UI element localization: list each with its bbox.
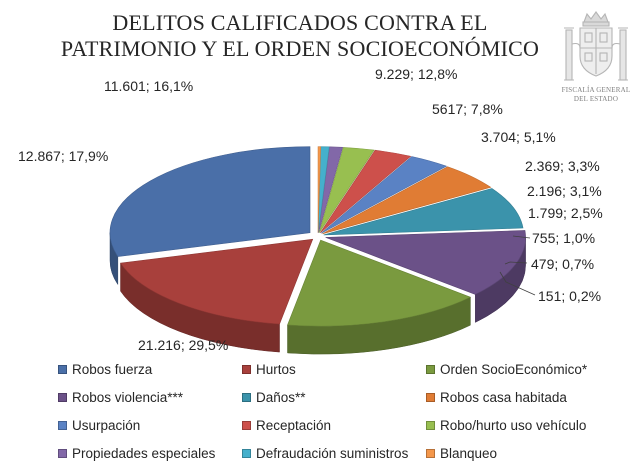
chart-title: DELITOS CALIFICADOS CONTRA EL PATRIMONIO… (40, 10, 560, 62)
data-label: 9.229; 12,8% (375, 66, 458, 82)
pie-chart: 21.216; 29,5% 12.867; 17,9% 11.601; 16,1% 9… (18, 66, 603, 355)
legend-label: Robos violencia*** (72, 390, 184, 405)
pie-slice (319, 149, 412, 234)
emblem-caption-line2: DEL ESTADO (573, 95, 619, 103)
legend-item: Robos casa habitada (426, 390, 567, 405)
emblem-caption-line1: FISCALÍA GENERAL (561, 86, 631, 94)
legend-swatch (242, 393, 251, 402)
chart-legend: Robos fuerza Hurtos Orden SocioEconómico* R… (58, 362, 618, 468)
data-label: 5617; 7,8% (432, 101, 503, 117)
pie-labels: 21.216; 29,5% 12.867; 17,9% 11.601; 16,1% 9… (18, 66, 603, 353)
legend-swatch (242, 421, 251, 430)
label-leader-line (504, 261, 528, 265)
legend-label: Robos fuerza (72, 362, 153, 377)
pie-slice (317, 146, 321, 233)
pie-slice (323, 188, 524, 236)
label-leader-line (499, 271, 536, 296)
data-label: 21.216; 29,5% (138, 337, 228, 353)
data-label: 12.867; 17,9% (18, 148, 108, 164)
label-leader-line (512, 235, 531, 239)
pie-sides (109, 232, 526, 355)
legend-item: Robos fuerza (58, 362, 152, 377)
legend-swatch (58, 365, 67, 374)
chart-title-line1: DELITOS CALIFICADOS CONTRA EL (112, 10, 488, 35)
legend-label: Robos casa habitada (440, 390, 567, 405)
data-label: 479; 0,7% (531, 256, 594, 272)
legend-label: Orden SocioEconómico* (440, 362, 588, 377)
legend-swatch (58, 421, 67, 430)
legend-swatch (58, 393, 67, 402)
legend-item: Robo/hurto uso vehículo (426, 418, 586, 433)
legend-swatch (242, 449, 251, 458)
data-label: 1.799; 2,5% (528, 205, 603, 221)
legend-swatch (426, 365, 435, 374)
data-label: 11.601; 16,1% (104, 78, 193, 94)
legend-item: Usurpación (58, 418, 140, 433)
legend-item: Hurtos (242, 362, 296, 377)
legend-label: Hurtos (256, 362, 296, 377)
pie-slice (318, 146, 344, 233)
legend-item: Robos violencia*** (58, 390, 183, 405)
legend-item: Daños** (242, 390, 306, 405)
pie-slice (287, 239, 472, 327)
data-label: 2.369; 3,3% (525, 158, 600, 174)
legend-item: Defraudación suministros (242, 446, 408, 461)
legend-label: Propiedades especiales (72, 446, 216, 461)
pie-tops (109, 146, 526, 327)
legend-label: Receptación (256, 418, 332, 433)
legend-item: Blanqueo (426, 446, 497, 461)
legend-item: Receptación (242, 418, 331, 433)
legend-swatch (58, 449, 67, 458)
legend-label: Robo/hurto uso vehículo (440, 418, 587, 433)
pie-slice (109, 146, 311, 257)
coat-of-arms-icon (564, 11, 628, 81)
data-label: 2.196; 3,1% (527, 183, 602, 199)
legend-swatch (426, 393, 435, 402)
legend-label: Usurpación (72, 418, 141, 433)
legend-swatch (426, 449, 435, 458)
legend-label: Defraudación suministros (256, 446, 409, 461)
chart-title-line2: PATRIMONIO Y EL ORDEN SOCIOECONÓMICO (60, 36, 540, 61)
data-label: 151; 0,2% (538, 288, 601, 304)
pie-slice (325, 230, 526, 295)
legend-swatch (426, 421, 435, 430)
pie-slice (321, 156, 448, 234)
data-label: 3.704; 5,1% (481, 129, 556, 145)
legend-label: Blanqueo (440, 446, 498, 461)
pie-slice (120, 238, 314, 325)
legend-swatch (242, 365, 251, 374)
emblem-caption: FISCALÍA GENERAL DEL ESTADO (556, 86, 636, 104)
pie-slice (318, 147, 375, 233)
legend-item: Propiedades especiales (58, 446, 215, 461)
legend-item: Orden SocioEconómico* (426, 362, 587, 377)
legend-label: Daños** (256, 390, 306, 405)
pie-slice (322, 166, 492, 235)
data-label: 755; 1,0% (532, 230, 595, 246)
